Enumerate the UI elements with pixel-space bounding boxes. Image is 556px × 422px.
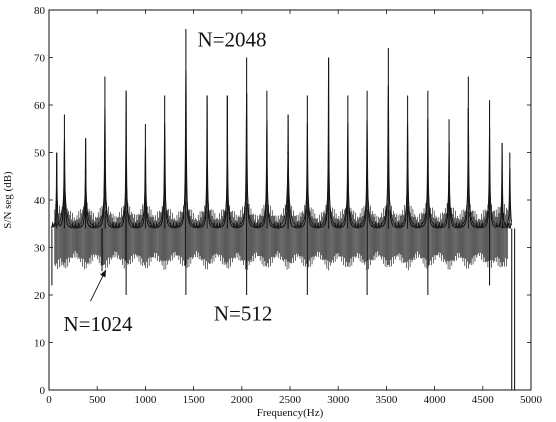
x-tick-label: 0 <box>46 394 52 406</box>
x-tick-label: 5000 <box>520 394 543 406</box>
y-tick-label: 0 <box>40 385 46 397</box>
series-n2048-line <box>50 57 513 229</box>
x-tick-label: 1000 <box>134 394 157 406</box>
annotation-n512: N=512 <box>214 302 273 326</box>
x-tick-label: 2000 <box>231 394 254 406</box>
x-axis-ticks: 0 500 1000 1500 2000 2500 3000 3500 4000 4500 5000 <box>46 10 543 406</box>
y-tick-label: 70 <box>34 53 46 65</box>
x-tick-label: 1500 <box>183 394 206 406</box>
plot-series <box>50 29 516 390</box>
y-axis-ticks: 0 10 20 30 40 50 60 70 80 <box>34 5 531 397</box>
y-tick-label: 30 <box>34 243 46 255</box>
x-tick-label: 500 <box>89 394 106 406</box>
series-n512 <box>54 200 508 271</box>
x-tick-label: 4000 <box>424 394 447 406</box>
x-axis-label: Frequency(Hz) <box>257 407 324 419</box>
annotation-n2048: N=2048 <box>197 28 266 52</box>
x-tick-label: 3500 <box>375 394 398 406</box>
series-n2048 <box>50 29 516 390</box>
y-tick-label: 80 <box>34 5 46 17</box>
y-tick-label: 40 <box>34 195 46 207</box>
y-tick-label: 50 <box>34 148 46 160</box>
x-tick-label: 2500 <box>279 394 302 406</box>
x-tick-label: 4500 <box>472 394 495 406</box>
y-tick-label: 10 <box>34 338 46 350</box>
annotation-n1024-arrowhead <box>100 269 106 278</box>
annotation-n1024: N=1024 <box>63 312 133 336</box>
y-tick-label: 20 <box>34 290 46 302</box>
plot-frame <box>48 9 532 391</box>
y-tick-label: 60 <box>34 100 46 112</box>
y-axis-label: S/N seg (dB) <box>2 171 14 229</box>
x-tick-label: 3000 <box>327 394 350 406</box>
